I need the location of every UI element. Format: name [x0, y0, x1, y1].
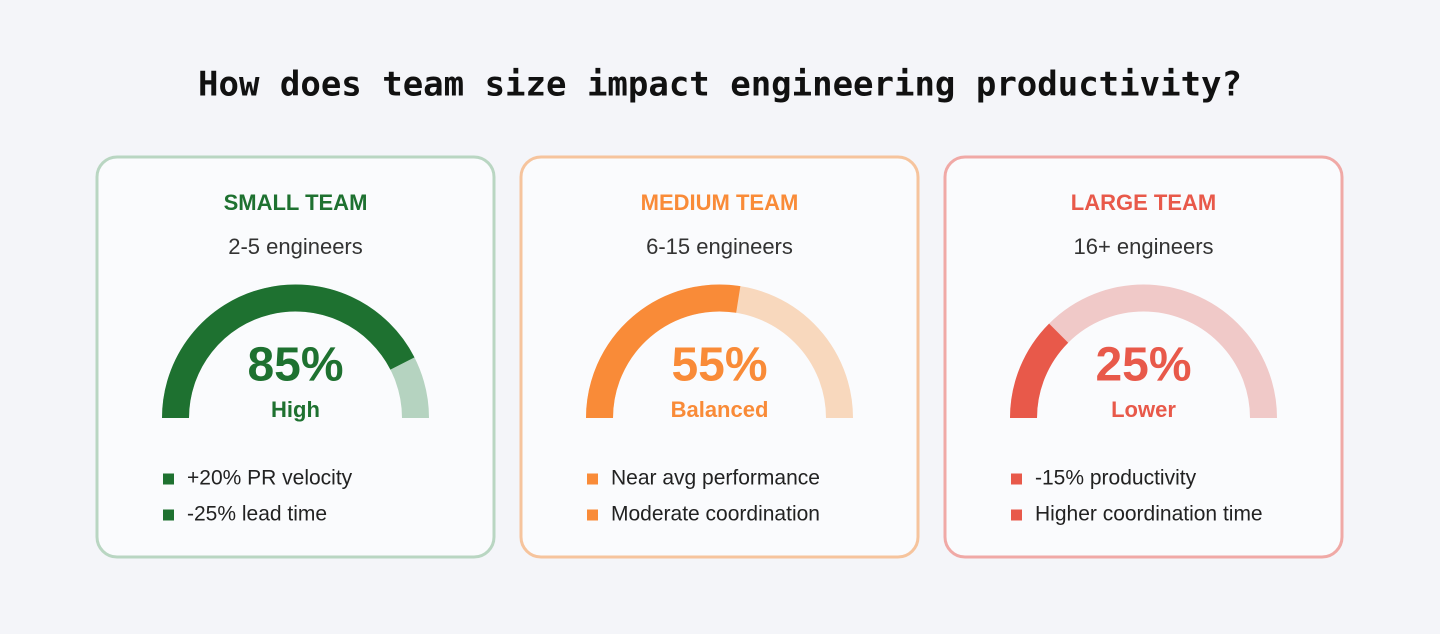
bullet — [587, 473, 598, 485]
card — [519, 155, 920, 559]
card-subtitle: 6-15 engineers — [646, 234, 793, 259]
gauge-value — [162, 284, 415, 419]
gauge-status: Lower — [1111, 397, 1176, 422]
card — [943, 155, 1344, 559]
gauge-value-label: 25% — [1095, 339, 1191, 392]
gauge-status: Balanced — [671, 397, 769, 422]
note: Near avg performance — [611, 467, 820, 490]
bullet — [163, 473, 174, 485]
gauge-value-label: 85% — [247, 339, 343, 392]
card-title: MEDIUM TEAM — [641, 190, 799, 215]
gauge-value — [586, 284, 741, 419]
gauge-value — [1010, 323, 1069, 419]
card — [95, 155, 496, 559]
note: -15% productivity — [1035, 467, 1197, 490]
note: -25% lead time — [187, 503, 327, 526]
card-subtitle: 2-5 engineers — [228, 234, 363, 259]
note: +20% PR velocity — [187, 467, 353, 490]
note: Higher coordination time — [1035, 503, 1263, 526]
bullet — [1011, 473, 1022, 485]
gauge-value-label: 55% — [671, 339, 767, 392]
bullet — [1011, 509, 1022, 521]
card-title: LARGE TEAM — [1071, 190, 1216, 215]
page-title: How does team size impact engineering pr… — [198, 65, 1242, 105]
bullet — [163, 509, 174, 521]
note: Moderate coordination — [611, 503, 820, 526]
bullet — [587, 509, 598, 521]
card-title: SMALL TEAM — [224, 190, 368, 215]
gauge-status: High — [271, 397, 320, 422]
card-subtitle: 16+ engineers — [1073, 234, 1213, 259]
